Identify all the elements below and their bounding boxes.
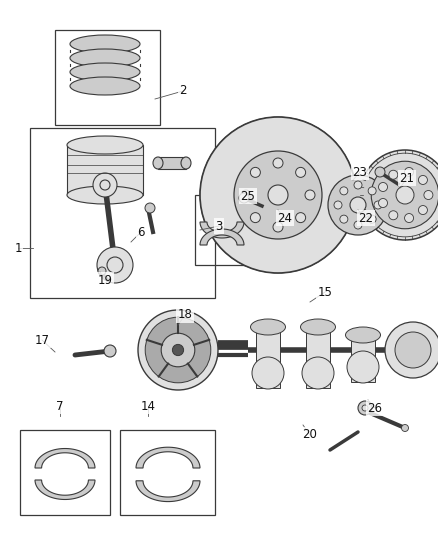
- Circle shape: [378, 198, 388, 207]
- Ellipse shape: [251, 319, 286, 335]
- Circle shape: [97, 247, 133, 283]
- Circle shape: [405, 167, 413, 176]
- Text: 6: 6: [137, 225, 145, 238]
- Circle shape: [362, 405, 368, 411]
- Circle shape: [378, 182, 388, 191]
- Ellipse shape: [181, 157, 191, 169]
- Ellipse shape: [70, 63, 140, 81]
- Circle shape: [296, 213, 306, 223]
- Ellipse shape: [67, 136, 143, 154]
- Circle shape: [385, 322, 438, 378]
- Circle shape: [145, 203, 155, 213]
- Circle shape: [389, 211, 398, 220]
- Text: 18: 18: [177, 309, 192, 321]
- Ellipse shape: [70, 35, 140, 53]
- Text: 20: 20: [303, 429, 318, 441]
- Circle shape: [104, 345, 116, 357]
- Circle shape: [358, 401, 372, 415]
- Text: 3: 3: [215, 220, 223, 232]
- Text: 26: 26: [367, 401, 382, 415]
- Circle shape: [302, 357, 334, 389]
- Circle shape: [340, 187, 348, 195]
- Text: 15: 15: [318, 286, 332, 298]
- Circle shape: [374, 201, 382, 209]
- Circle shape: [138, 310, 218, 390]
- Circle shape: [252, 357, 284, 389]
- Circle shape: [418, 206, 427, 215]
- Circle shape: [161, 333, 195, 367]
- Circle shape: [107, 257, 123, 273]
- Circle shape: [296, 167, 306, 177]
- Text: 17: 17: [35, 334, 49, 346]
- Circle shape: [334, 201, 342, 209]
- Polygon shape: [35, 480, 95, 499]
- Bar: [67, 145, 143, 195]
- Circle shape: [375, 167, 385, 177]
- Circle shape: [402, 424, 409, 432]
- Circle shape: [371, 161, 438, 229]
- Text: 1: 1: [14, 241, 22, 254]
- Circle shape: [347, 351, 379, 383]
- Polygon shape: [200, 229, 244, 245]
- Bar: [256, 322, 280, 388]
- Circle shape: [350, 197, 366, 213]
- Circle shape: [368, 187, 376, 195]
- Ellipse shape: [153, 157, 163, 169]
- Circle shape: [418, 175, 427, 184]
- Circle shape: [305, 190, 315, 200]
- Bar: [30, 128, 215, 298]
- Circle shape: [405, 214, 413, 223]
- Circle shape: [241, 190, 251, 200]
- Text: 21: 21: [399, 172, 414, 184]
- Bar: [306, 322, 330, 388]
- Polygon shape: [35, 448, 95, 468]
- Bar: [158, 157, 186, 169]
- Circle shape: [268, 185, 288, 205]
- Ellipse shape: [67, 186, 143, 204]
- Circle shape: [389, 170, 398, 179]
- Circle shape: [273, 158, 283, 168]
- Circle shape: [396, 186, 414, 204]
- Circle shape: [251, 213, 260, 223]
- Circle shape: [100, 180, 110, 190]
- Bar: [120, 430, 215, 515]
- Circle shape: [424, 190, 433, 199]
- Circle shape: [173, 344, 184, 356]
- Circle shape: [360, 150, 438, 240]
- Circle shape: [98, 267, 106, 275]
- Text: 2: 2: [179, 85, 187, 98]
- Circle shape: [200, 117, 356, 273]
- Circle shape: [368, 215, 376, 223]
- Text: 25: 25: [240, 190, 255, 203]
- Circle shape: [328, 175, 388, 235]
- Text: 22: 22: [358, 212, 374, 224]
- Bar: [55, 30, 160, 125]
- Text: 19: 19: [98, 273, 113, 287]
- Bar: [351, 330, 375, 382]
- Bar: [195, 195, 250, 265]
- Polygon shape: [136, 481, 200, 502]
- Bar: [20, 430, 110, 515]
- Circle shape: [145, 317, 211, 383]
- Circle shape: [354, 221, 362, 229]
- Ellipse shape: [70, 77, 140, 95]
- Circle shape: [93, 173, 117, 197]
- Ellipse shape: [300, 319, 336, 335]
- Text: 14: 14: [141, 400, 155, 413]
- Ellipse shape: [70, 49, 140, 67]
- Circle shape: [239, 193, 249, 203]
- Circle shape: [395, 332, 431, 368]
- Ellipse shape: [346, 327, 381, 343]
- Text: 7: 7: [56, 400, 64, 413]
- Text: 24: 24: [278, 212, 293, 224]
- Polygon shape: [136, 447, 200, 468]
- Circle shape: [273, 222, 283, 232]
- Text: 23: 23: [353, 166, 367, 179]
- Circle shape: [340, 215, 348, 223]
- Circle shape: [354, 181, 362, 189]
- Circle shape: [251, 167, 260, 177]
- Polygon shape: [200, 222, 244, 238]
- Circle shape: [234, 151, 322, 239]
